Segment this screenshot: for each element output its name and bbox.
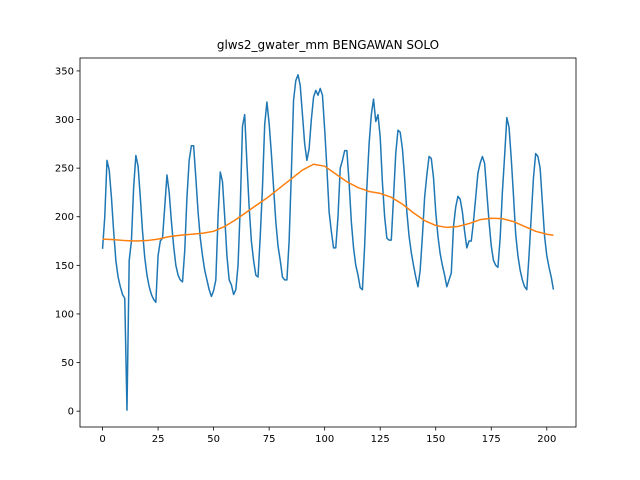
chart-title: glws2_gwater_mm BENGAWAN SOLO [217,38,439,52]
y-tick-label: 300 [55,115,74,126]
x-tick-label: 75 [263,434,276,445]
x-tick-label: 0 [99,434,105,445]
x-tick-label: 200 [537,434,556,445]
y-tick-label: 100 [55,309,74,320]
x-tick-label: 100 [315,434,334,445]
y-tick-label: 50 [61,358,74,369]
y-tick-label: 350 [55,66,74,77]
y-tick-label: 150 [55,261,74,272]
y-tick-label: 250 [55,164,74,175]
line [101,74,555,411]
x-tick-label: 125 [371,434,390,445]
x-tick-label: 50 [207,434,220,445]
axes-frame [79,57,577,428]
x-tick-label: 175 [482,434,501,445]
x-tick-label: 150 [426,434,445,445]
line [102,163,554,242]
y-tick-label: 200 [55,212,74,223]
x-tick-label: 25 [152,434,165,445]
y-tick-label: 0 [68,407,74,418]
